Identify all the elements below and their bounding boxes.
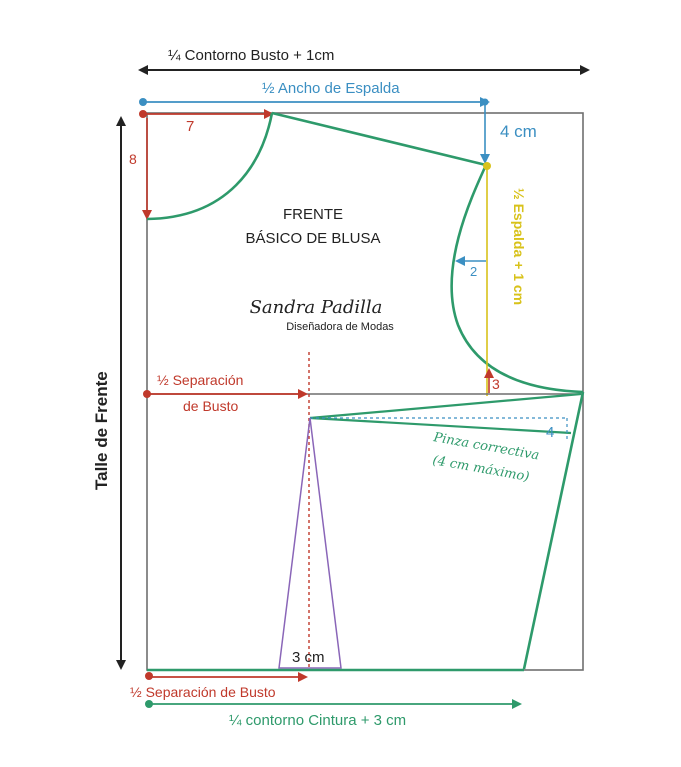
waist-dart-triangle — [278, 417, 342, 669]
designer-subtitle: Diseñadora de Modas — [286, 321, 394, 333]
bust-separation-label-2: de Busto — [183, 398, 238, 414]
neckline-curve — [146, 112, 274, 221]
waist-dart-label: 3 cm — [292, 649, 325, 666]
bust-measure-label: ¼ Contorno Busto + 1cm — [168, 47, 334, 64]
side-rise-label: 3 — [492, 376, 500, 392]
neck-depth-label: 8 — [129, 151, 137, 167]
dart-width-label: 4 — [546, 424, 554, 441]
bust-separation-label-1: ½ Separación — [157, 372, 243, 388]
front-length-label: Talle de Frente — [92, 371, 111, 490]
neck-width-label: 7 — [186, 118, 194, 135]
bottom-separation-dot — [145, 672, 153, 680]
bottom-separation-label: ½ Separación de Busto — [130, 684, 276, 700]
waist-measure-dot — [145, 700, 153, 708]
bust-start-dot — [143, 390, 151, 398]
back-plus-label: ½ Espalda + 1 cm — [511, 188, 527, 305]
four-cm-label: 4 cm — [500, 122, 537, 141]
back-width-start-dot — [139, 98, 147, 106]
back-width-label: ½ Ancho de Espalda — [262, 80, 400, 97]
dart-lower-line — [309, 416, 572, 435]
side-seam-line — [522, 391, 585, 670]
front-title-2: BÁSICO DE BLUSA — [245, 230, 380, 247]
armhole-curve — [450, 164, 584, 394]
neck-corner-dot — [139, 110, 147, 118]
waist-measure-label: ¼ contorno Cintura + 3 cm — [229, 712, 406, 729]
armhole-offset-label: 2 — [470, 264, 477, 279]
dart-upper-line — [309, 392, 582, 420]
designer-name: Sandra Padilla — [250, 297, 383, 318]
front-title-1: FRENTE — [283, 206, 343, 223]
back-width-end-dot — [481, 98, 489, 106]
back-plus-top-dot — [483, 162, 491, 170]
shoulder-line — [271, 111, 487, 167]
